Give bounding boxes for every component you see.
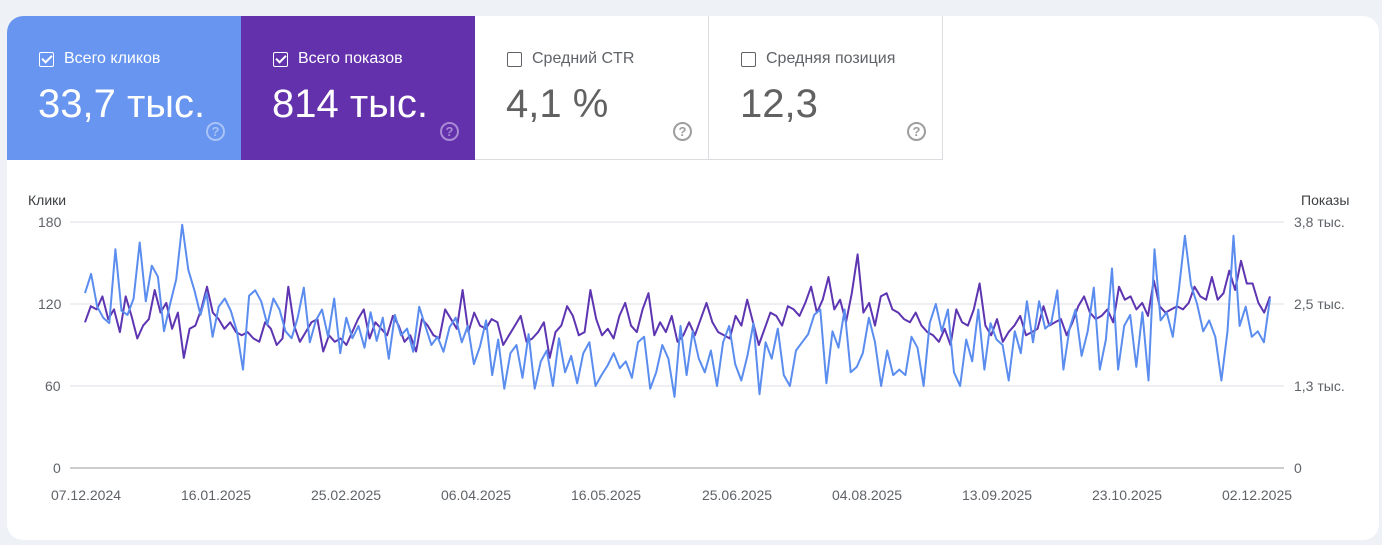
x-tick: 02.12.2025 <box>1221 487 1293 503</box>
metric-card-ctr[interactable]: Средний CTR 4,1 % ? <box>475 16 709 160</box>
right-tick: 1,3 тыс. <box>1294 378 1345 394</box>
help-icon[interactable]: ? <box>440 122 459 141</box>
right-tick: 0 <box>1294 460 1302 476</box>
help-icon[interactable]: ? <box>673 122 692 141</box>
metric-value: 4,1 % <box>506 82 609 126</box>
clicks-line <box>84 223 1271 398</box>
checkbox-checked-icon[interactable] <box>273 51 288 67</box>
x-tick: 04.08.2025 <box>831 487 903 503</box>
left-tick: 120 <box>38 296 62 312</box>
x-tick: 25.06.2025 <box>701 487 773 503</box>
left-axis-title: Клики <box>28 192 67 208</box>
metric-label: Всего кликов <box>64 50 161 67</box>
metric-card-position[interactable]: Средняя позиция 12,3 ? <box>709 16 943 160</box>
left-tick: 0 <box>53 460 61 476</box>
metric-label: Средняя позиция <box>766 50 896 67</box>
x-tick: 23.10.2025 <box>1091 487 1163 503</box>
metric-card-clicks[interactable]: Всего кликов 33,7 тыс. ? <box>7 16 241 160</box>
metric-value: 814 тыс. <box>272 82 429 126</box>
left-tick: 180 <box>38 214 62 230</box>
metric-cards: Всего кликов 33,7 тыс. ? Всего показов 8… <box>7 16 943 160</box>
right-axis-title: Показы <box>1301 192 1350 208</box>
performance-panel: Всего кликов 33,7 тыс. ? Всего показов 8… <box>7 16 1379 540</box>
metric-card-impressions[interactable]: Всего показов 814 тыс. ? <box>241 16 475 160</box>
right-tick: 2,5 тыс. <box>1294 296 1345 312</box>
metric-label: Средний CTR <box>532 50 635 67</box>
left-tick: 60 <box>45 378 61 394</box>
checkbox-unchecked-icon[interactable] <box>741 51 756 67</box>
x-tick: 16.01.2025 <box>180 487 252 503</box>
x-tick: 16.05.2025 <box>570 487 642 503</box>
checkbox-unchecked-icon[interactable] <box>507 51 522 67</box>
metric-value: 12,3 <box>740 82 818 126</box>
help-icon[interactable]: ? <box>206 122 225 141</box>
x-tick: 06.04.2025 <box>440 487 512 503</box>
x-tick: 13.09.2025 <box>961 487 1033 503</box>
x-tick: 25.02.2025 <box>310 487 382 503</box>
metric-value: 33,7 тыс. <box>38 82 206 126</box>
x-tick: 07.12.2024 <box>50 487 122 503</box>
help-icon[interactable]: ? <box>907 122 926 141</box>
right-tick: 3,8 тыс. <box>1294 214 1345 230</box>
checkbox-checked-icon[interactable] <box>39 51 54 67</box>
metric-label: Всего показов <box>298 50 403 67</box>
